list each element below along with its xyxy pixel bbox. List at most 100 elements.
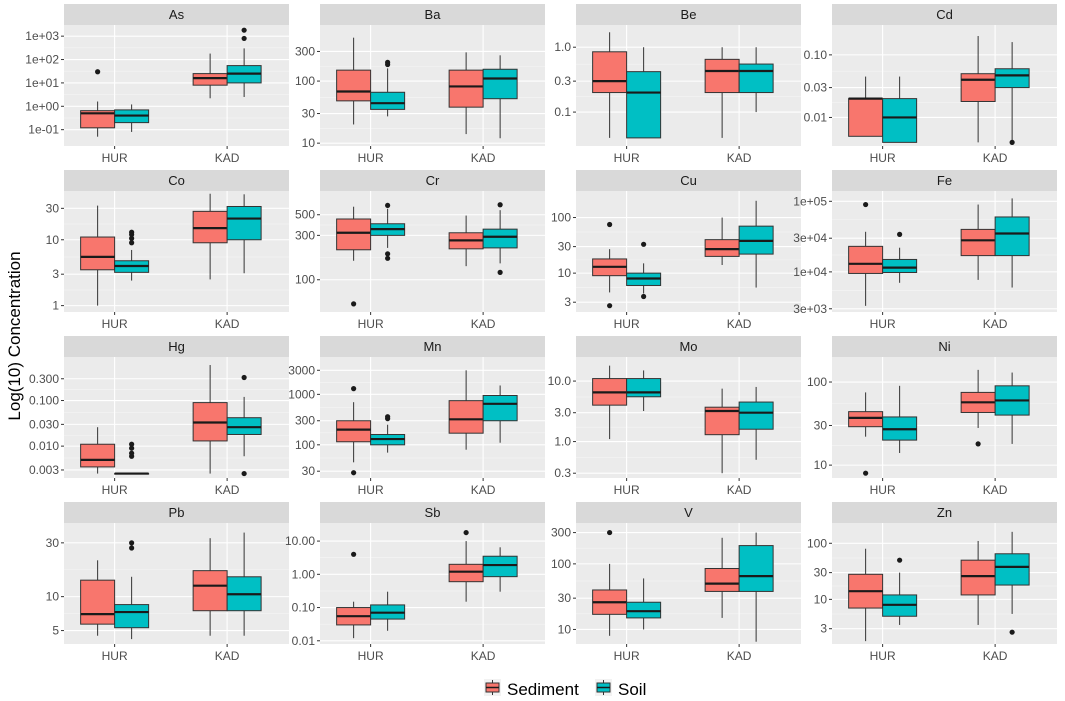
legend-item-soil: Soil xyxy=(595,679,646,699)
facet-title: Sb xyxy=(425,505,441,520)
x-tick-label: KAD xyxy=(727,649,752,663)
x-tick-label: KAD xyxy=(471,317,496,331)
x-tick-label: KAD xyxy=(983,151,1008,165)
y-tick-label: 1.00 xyxy=(292,567,316,581)
box-iqr xyxy=(226,205,262,241)
y-tick-label: 1 xyxy=(52,299,59,313)
outlier-point xyxy=(241,374,247,381)
boxplot-hur-soil xyxy=(370,414,406,453)
x-tick-label: HUR xyxy=(614,317,640,331)
box-iqr xyxy=(114,604,150,629)
y-tick-label: 100 xyxy=(807,375,827,389)
boxplot-kad-soil xyxy=(226,194,262,274)
facet-panel-sb: Sb 0.01 0.10 1.00 10.00 HUR KAD xyxy=(285,502,545,663)
y-tick-label: 0.3 xyxy=(554,74,571,88)
y-tick-label: 0.10 xyxy=(804,48,828,62)
y-tick-label: 10.0 xyxy=(548,374,572,388)
outlier-point xyxy=(607,221,613,228)
x-tick-label: HUR xyxy=(614,151,640,165)
facet-panel-ba: Ba 10 30 100 300 HUR KAD xyxy=(295,4,545,165)
box-iqr xyxy=(336,218,372,251)
x-tick-label: HUR xyxy=(614,649,640,663)
outlier-point xyxy=(385,414,391,420)
y-tick-label: 10 xyxy=(558,622,572,636)
y-tick-label: 3000 xyxy=(288,363,315,377)
facet-strip xyxy=(576,502,801,523)
outlier-point xyxy=(129,540,135,546)
boxplot-kad-sediment xyxy=(448,52,484,135)
facet-title: Ba xyxy=(425,7,442,22)
y-tick-label: 0.01 xyxy=(804,110,828,124)
boxplot-kad-soil xyxy=(994,42,1030,145)
boxplot-kad-soil xyxy=(738,47,774,113)
boxplot-kad-soil xyxy=(482,202,518,275)
y-tick-label: 1.0 xyxy=(554,40,571,54)
y-tick-label: 30 xyxy=(558,591,572,605)
box-iqr xyxy=(626,601,662,619)
boxplot-hur-soil xyxy=(370,59,406,117)
outlier-point xyxy=(607,303,613,309)
boxplot-hur-sediment xyxy=(848,392,884,476)
boxplot-hur-soil xyxy=(882,385,918,453)
facet-title: Hg xyxy=(168,339,185,354)
y-tick-label: 0.1 xyxy=(554,105,571,119)
boxplot-kad-sediment xyxy=(704,47,740,138)
boxplot-kad-soil xyxy=(482,547,518,592)
facet-strip xyxy=(320,170,545,191)
y-tick-label: 10 xyxy=(302,136,316,150)
boxplot-hur-soil xyxy=(370,202,406,261)
outlier-point xyxy=(385,251,391,257)
outlier-point xyxy=(385,59,391,65)
outlier-point xyxy=(241,35,247,42)
facet-strip xyxy=(64,336,289,357)
box-iqr xyxy=(336,69,372,102)
facet-panel-pb: Pb 5 10 30 HUR KAD xyxy=(46,502,289,663)
outlier-point xyxy=(351,470,357,476)
facet-panel-fe: Fe 3e+03 1e+04 3e+04 1e+05 HUR KAD xyxy=(793,170,1057,331)
facet-title: Cu xyxy=(680,173,697,188)
box-iqr xyxy=(192,570,228,612)
facet-strip xyxy=(832,4,1057,25)
y-tick-label: 0.300 xyxy=(29,372,59,386)
boxplot-hur-sediment xyxy=(80,427,116,474)
box-iqr xyxy=(592,51,628,94)
x-tick-label: HUR xyxy=(358,151,384,165)
y-tick-label: 1e+04 xyxy=(793,265,827,279)
boxplot-kad-sediment xyxy=(960,540,996,625)
boxplot-hur-soil xyxy=(114,441,150,475)
outlier-point xyxy=(975,441,981,447)
facet-strip xyxy=(320,4,545,25)
box-iqr xyxy=(80,236,116,271)
boxplot-hur-sediment xyxy=(848,76,884,137)
x-tick-label: HUR xyxy=(102,317,128,331)
y-tick-label: 1000 xyxy=(288,387,315,401)
box-iqr xyxy=(848,245,884,274)
boxplot-kad-soil xyxy=(482,385,518,443)
box-iqr xyxy=(704,239,740,257)
y-tick-label: 10 xyxy=(558,266,572,280)
box-iqr xyxy=(848,411,884,428)
legend-label: Soil xyxy=(618,680,646,699)
box-iqr xyxy=(482,394,518,422)
boxplot-kad-soil xyxy=(738,200,774,288)
boxplot-hur-soil xyxy=(882,231,918,283)
boxplot-hur-sediment xyxy=(336,37,372,125)
y-tick-label: 30 xyxy=(814,418,828,432)
facet-strip xyxy=(320,336,545,357)
y-tick-label: 5 xyxy=(52,624,59,638)
x-tick-label: HUR xyxy=(102,483,128,497)
outlier-point xyxy=(241,470,247,477)
box-iqr xyxy=(704,568,740,592)
outlier-point xyxy=(129,445,135,451)
y-tick-label: 3e+03 xyxy=(793,302,827,316)
x-tick-label: KAD xyxy=(727,317,752,331)
facet-panel-as: As 1e-01 1e+00 1e+01 1e+02 1e+03 HUR KAD xyxy=(25,4,289,165)
box-iqr xyxy=(370,91,406,110)
facet-panel-cr: Cr 100 300 500 HUR KAD xyxy=(295,170,545,331)
y-tick-label: 30 xyxy=(46,536,60,550)
facet-panel-v: V 10 30 100 300 HUR KAD xyxy=(551,502,801,663)
box-iqr xyxy=(994,68,1030,89)
box-iqr xyxy=(960,73,996,102)
boxplot-kad-soil xyxy=(226,27,262,97)
